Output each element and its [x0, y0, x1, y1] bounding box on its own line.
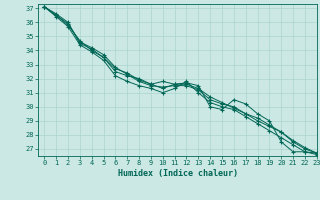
X-axis label: Humidex (Indice chaleur): Humidex (Indice chaleur)	[118, 169, 238, 178]
